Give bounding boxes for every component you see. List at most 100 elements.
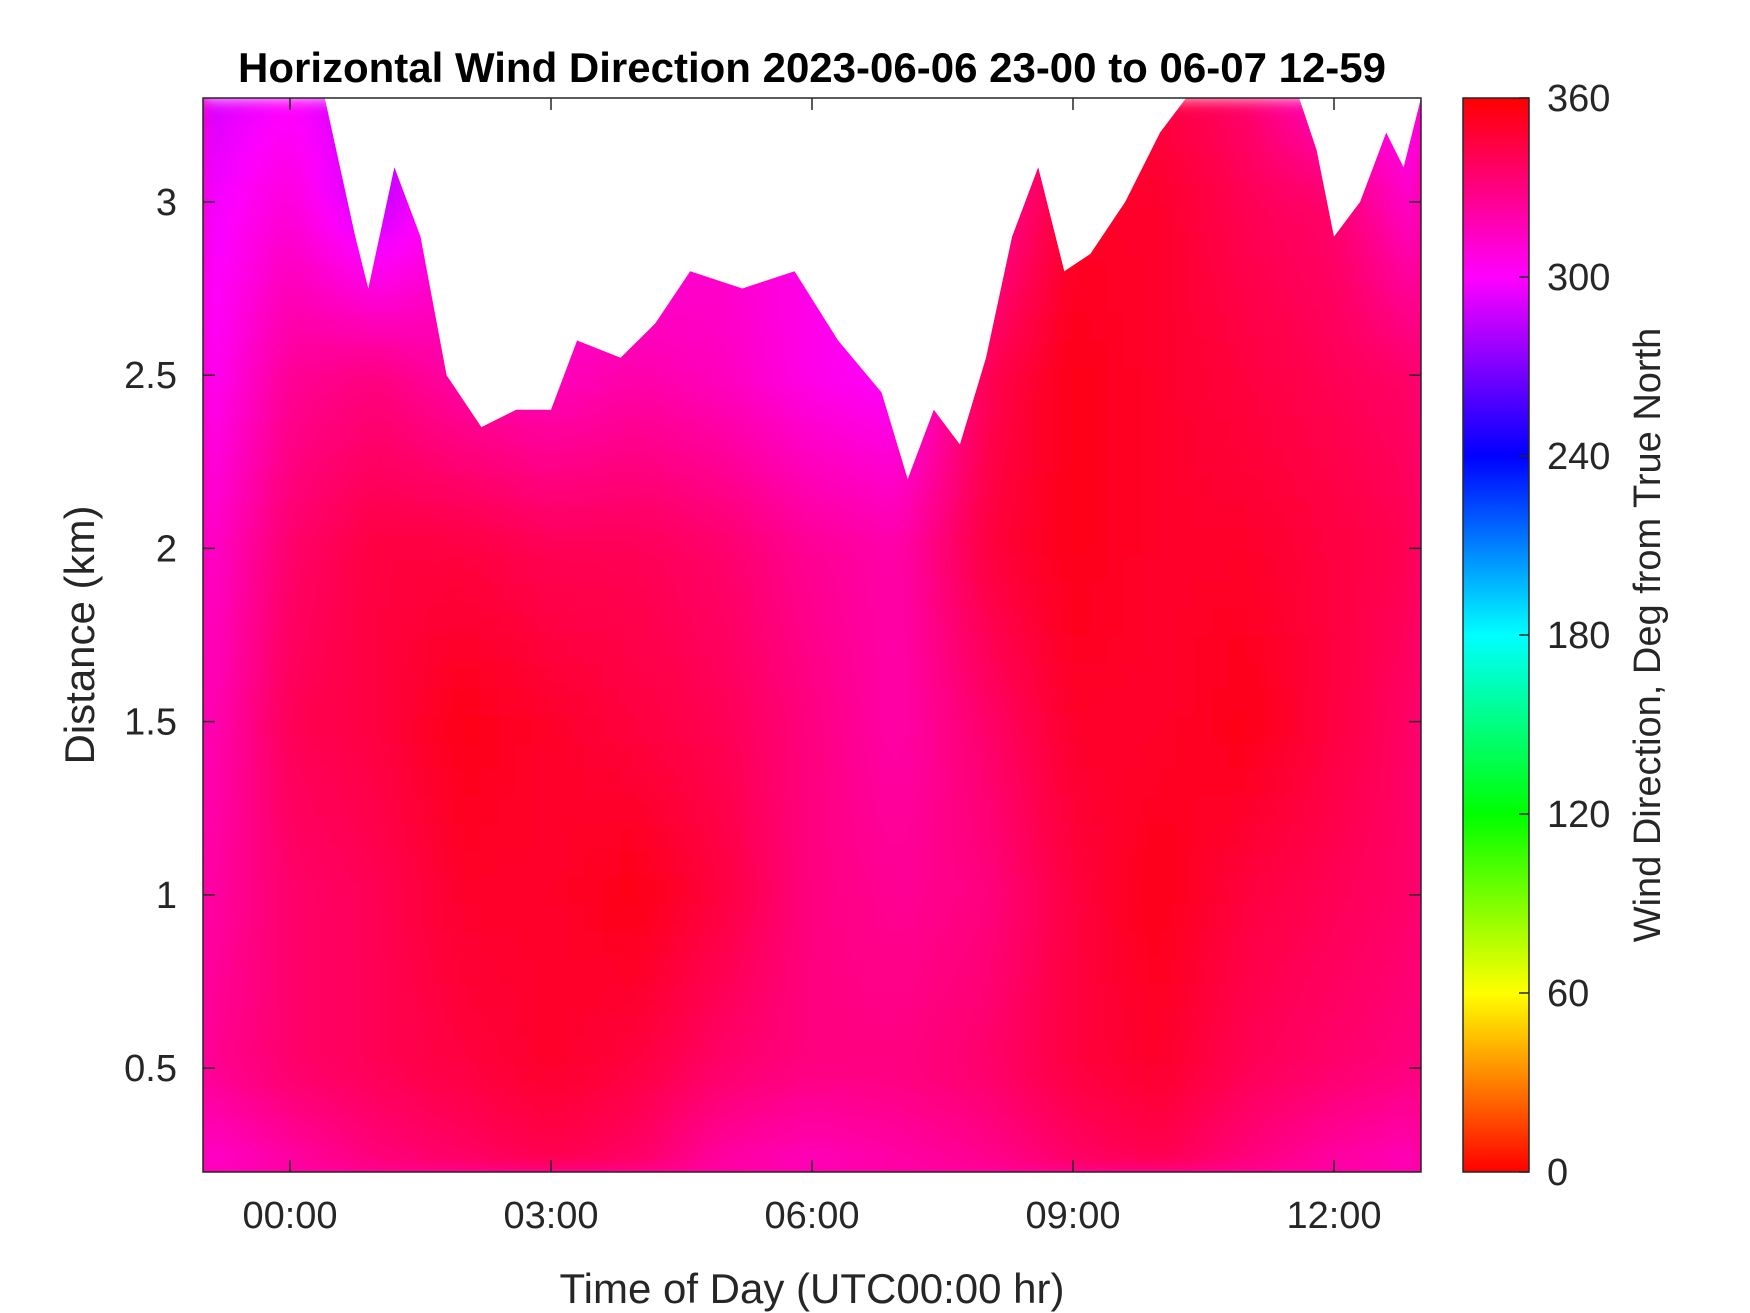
heatmap-cell: [1072, 1010, 1091, 1039]
heatmap-cell: [446, 715, 465, 743]
heatmap-cell: [219, 929, 239, 958]
heatmap-cell: [1072, 419, 1091, 448]
x-tick-label: 00:00: [242, 1195, 337, 1237]
heatmap-cell: [289, 1037, 308, 1066]
heatmap-cell: [1403, 822, 1421, 851]
heatmap-cell: [968, 1037, 987, 1066]
heatmap-cell: [1142, 1144, 1161, 1172]
heatmap-cell: [672, 366, 691, 394]
heatmap-cell: [1333, 634, 1352, 663]
heatmap-cell: [1298, 741, 1318, 770]
heatmap-cell: [898, 473, 917, 502]
heatmap-cell: [1176, 553, 1196, 582]
heatmap-cell: [1020, 1117, 1039, 1146]
heatmap-cell: [237, 1144, 256, 1172]
heatmap-cell: [863, 929, 883, 958]
heatmap-cell: [1263, 285, 1283, 314]
heatmap-cell: [1020, 1064, 1039, 1092]
heatmap-cell: [1403, 956, 1421, 985]
heatmap-cell: [950, 473, 970, 502]
heatmap-cell: [1002, 1090, 1022, 1119]
heatmap-cell: [1107, 258, 1126, 287]
heatmap-cell: [1246, 876, 1265, 904]
heatmap-cell: [289, 795, 308, 824]
heatmap-cell: [1072, 258, 1091, 287]
heatmap-cell: [1333, 285, 1352, 314]
heatmap-cell: [1037, 903, 1057, 931]
heatmap-cell: [915, 1064, 935, 1092]
heatmap-cell: [428, 419, 448, 448]
heatmap-cell: [1159, 580, 1178, 609]
heatmap-cell: [289, 124, 308, 153]
heatmap-cell: [1263, 1037, 1283, 1066]
heatmap-cell: [1211, 849, 1231, 878]
heatmap-cell: [1142, 795, 1161, 824]
heatmap-cell: [585, 1117, 604, 1146]
heatmap-cell: [1350, 473, 1370, 502]
heatmap-cell: [567, 903, 587, 931]
heatmap-cell: [550, 983, 569, 1012]
heatmap-cell: [446, 1010, 465, 1039]
heatmap-cell: [324, 1064, 343, 1092]
heatmap-cell: [741, 607, 761, 636]
heatmap-cell: [637, 473, 656, 502]
heatmap-cell: [846, 983, 865, 1012]
heatmap-cell: [1194, 580, 1213, 609]
heatmap-cell: [620, 849, 639, 878]
heatmap-cell: [254, 956, 274, 985]
heatmap-cell: [846, 473, 865, 502]
heatmap-cell: [620, 795, 639, 824]
heatmap-cell: [1072, 1064, 1091, 1092]
heatmap-cell: [602, 983, 622, 1012]
heatmap-cell: [272, 339, 291, 367]
heatmap-cell: [794, 1037, 813, 1066]
heatmap-cell: [915, 500, 935, 529]
heatmap-cell: [585, 983, 604, 1012]
heatmap-cell: [272, 527, 291, 555]
heatmap-cell: [480, 446, 500, 475]
heatmap-cell: [1107, 500, 1126, 529]
heatmap-cell: [1246, 849, 1265, 878]
heatmap-cell: [654, 1090, 674, 1119]
heatmap-cell: [828, 741, 848, 770]
heatmap-cell: [567, 983, 587, 1012]
heatmap-cell: [550, 1064, 569, 1092]
heatmap-cell: [985, 795, 1004, 824]
heatmap-cell: [585, 1010, 604, 1039]
heatmap-cell: [1316, 527, 1335, 555]
heatmap-cell: [881, 634, 900, 663]
heatmap-cell: [915, 473, 935, 502]
heatmap-cell: [393, 285, 413, 314]
heatmap-cell: [1055, 876, 1074, 904]
heatmap-cell: [1072, 366, 1091, 394]
heatmap-cell: [881, 768, 900, 797]
heatmap-cell: [1263, 151, 1283, 180]
heatmap-cell: [203, 1064, 221, 1092]
heatmap-cell: [724, 1117, 743, 1146]
heatmap-cell: [533, 473, 552, 502]
heatmap-cell: [254, 258, 274, 287]
heatmap-cell: [289, 231, 308, 260]
heatmap-cell: [203, 715, 221, 743]
heatmap-cell: [1403, 929, 1421, 958]
heatmap-cell: [480, 500, 500, 529]
heatmap-cell: [968, 956, 987, 985]
heatmap-cell: [1350, 339, 1370, 367]
heatmap-cell: [724, 983, 743, 1012]
heatmap-cell: [393, 822, 413, 851]
heatmap-cell: [1194, 903, 1213, 931]
heatmap-cell: [498, 527, 517, 555]
heatmap-cell: [219, 553, 239, 582]
heatmap-cell: [272, 1090, 291, 1119]
heatmap-cell: [341, 876, 361, 904]
heatmap-cell: [376, 1037, 395, 1066]
heatmap-cell: [324, 983, 343, 1012]
heatmap-cell: [1142, 607, 1161, 636]
heatmap-cell: [1159, 473, 1178, 502]
heatmap-cell: [203, 446, 221, 475]
heatmap-cell: [237, 715, 256, 743]
heatmap-cell: [480, 741, 500, 770]
heatmap-cell: [1089, 258, 1109, 287]
heatmap-cell: [1333, 876, 1352, 904]
heatmap-cell: [1350, 876, 1370, 904]
